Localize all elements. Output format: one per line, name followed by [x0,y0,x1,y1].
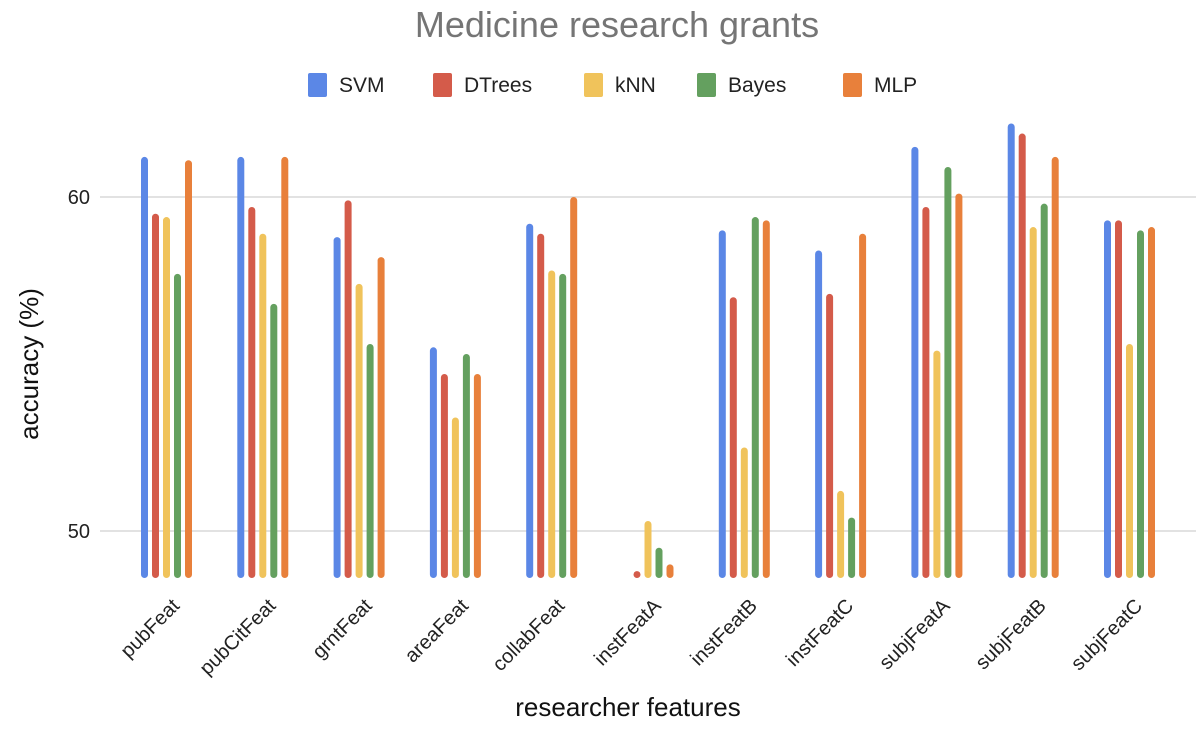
bar [740,447,748,578]
bar [1029,227,1037,578]
legend-label: kNN [615,74,656,97]
bar [644,520,652,578]
bar [837,490,845,578]
legend-swatch [584,73,603,97]
bar [344,200,352,578]
bar [270,303,278,578]
x-axis-ticks: pubFeat pubCitFeat grntFeat areaFeat collabF… [117,595,1147,680]
legend-swatch [843,73,862,97]
bar [333,237,341,578]
bar [237,156,245,579]
bar [751,217,759,579]
bar [440,374,448,578]
bar [1126,343,1133,578]
bar [451,417,459,578]
bar [633,571,641,578]
bar [911,146,919,578]
bar [259,233,267,579]
y-tick-label: 50 [68,521,90,543]
legend-label: MLP [874,74,917,97]
x-tick-label: instFeatC [782,595,858,671]
bar [1137,230,1144,578]
bar [815,250,823,578]
bar [729,297,737,578]
bar [1007,123,1015,579]
bar [955,193,963,578]
bar [429,347,437,578]
bar [1104,220,1111,578]
bar [655,547,663,578]
legend: SVM DTrees kNN Bayes MLP [308,73,917,97]
legend-swatch [697,73,716,97]
legend-label: SVM [339,74,385,97]
bar [859,233,867,579]
bar [537,233,545,579]
y-axis-ticks: 50 60 [68,187,90,543]
bar [1115,220,1122,578]
x-tick-label: pubCitFeat [196,595,281,680]
legend-label: DTrees [464,74,532,97]
x-tick-label: instFeatB [687,595,762,670]
y-tick-label: 60 [68,187,90,209]
chart-title: Medicine research grants [415,4,819,45]
x-tick-label: subjFeatA [875,595,955,675]
bar [848,517,856,578]
bar [526,223,534,578]
bar [1040,203,1048,578]
bar [762,220,770,578]
bar [473,374,481,578]
bar [377,257,385,578]
bar [826,293,834,578]
bar [922,207,930,578]
bar [559,273,567,578]
bar [1051,156,1059,579]
bar [570,197,578,578]
bar [462,353,470,578]
bar [281,156,289,579]
bar [174,273,181,578]
bar [666,564,674,578]
bar [548,270,556,578]
bar [163,217,170,579]
bar [141,156,148,579]
bar [185,160,192,578]
bar [366,343,374,578]
legend-swatch [308,73,327,97]
x-tick-label: areaFeat [401,595,473,667]
x-axis-label: researcher features [515,692,740,722]
bar [1018,133,1026,579]
x-tick-label: pubFeat [117,595,185,663]
bars [141,123,1155,579]
x-tick-label: grntFeat [308,595,377,664]
bar [1148,227,1155,578]
bar [355,283,363,578]
bar [933,350,941,578]
legend-swatch [433,73,452,97]
legend-label: Bayes [728,74,786,97]
y-axis-label: accuracy (%) [14,288,44,440]
bar [944,166,952,578]
x-tick-label: instFeatA [590,595,666,671]
bar [718,230,726,578]
x-tick-label: collabFeat [488,595,569,676]
bar [152,213,159,578]
x-tick-label: subjFeatB [971,595,1050,674]
bar [248,207,256,578]
x-tick-label: subjFeatC [1067,595,1147,675]
